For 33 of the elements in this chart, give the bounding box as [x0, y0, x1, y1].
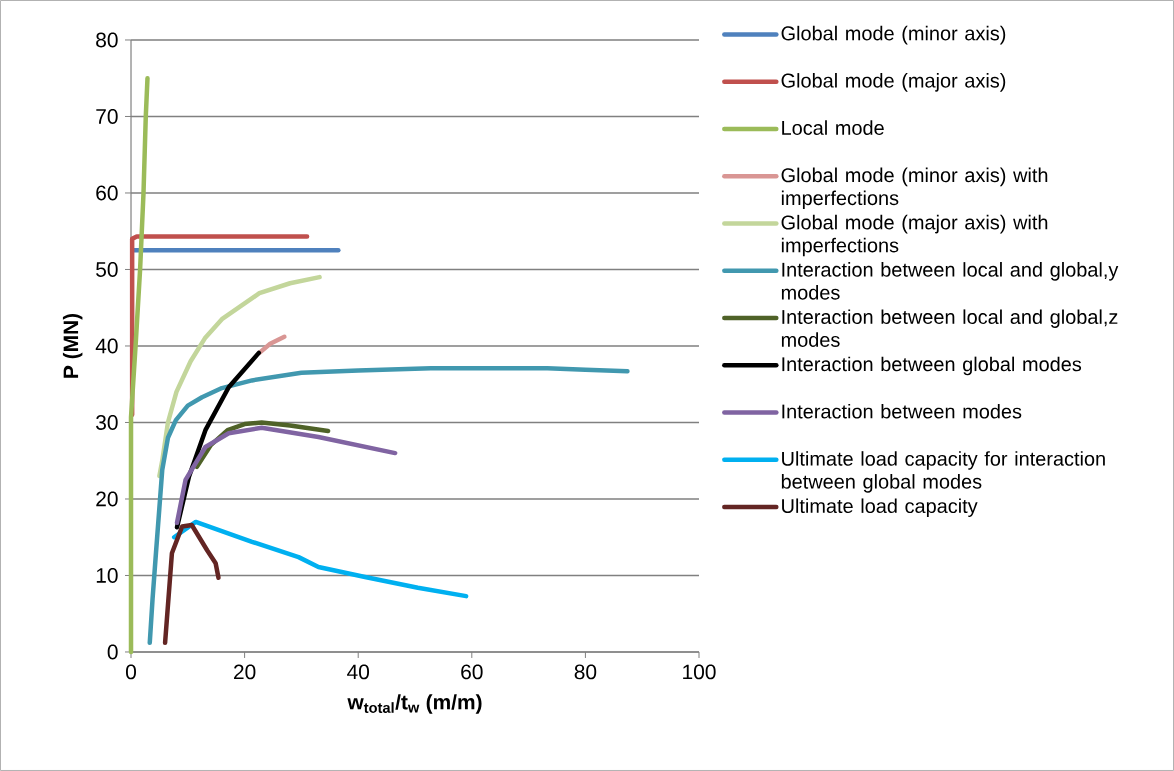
line-series — [174, 425, 398, 525]
line-series — [162, 522, 221, 646]
legend-label: Ultimate load capacity for interaction between global modes — [781, 451, 1105, 493]
legend-label: Global mode (minor axis) with imperfections — [781, 167, 1048, 210]
y-axis-title: P (MN) — [62, 313, 83, 378]
x-tick-label: 20 — [234, 664, 256, 680]
y-tick-label: 70 — [96, 109, 118, 124]
line-series — [147, 365, 630, 646]
y-tick-label: 60 — [96, 185, 118, 201]
legend-label: Global mode (major axis) with imperfections — [781, 214, 1048, 257]
y-tick-label: 10 — [96, 568, 118, 583]
legend-label: Interaction between local and global,z modes — [781, 309, 1118, 347]
x-tick-label: 0 — [126, 664, 136, 680]
legend-label: Interaction between modes — [782, 403, 1022, 419]
line-series — [128, 75, 150, 655]
line-series — [171, 519, 469, 599]
legend-label: Global mode (major axis) — [781, 73, 1006, 92]
x-tick-label: 100 — [683, 664, 716, 680]
y-tick-label: 40 — [95, 338, 118, 354]
legend-label: Ultimate load capacity — [782, 498, 978, 518]
legend-label: Interaction between local and global,y modes — [781, 262, 1119, 300]
legend-label: Interaction between global modes — [782, 356, 1082, 376]
y-tick-label: 50 — [96, 262, 118, 277]
y-tick-label: 30 — [96, 415, 118, 430]
x-tick-label: 40 — [347, 664, 370, 680]
x-tick-label: 60 — [461, 664, 483, 680]
y-tick-label: 80 — [96, 32, 118, 48]
x-axis-title: w$_{total}$/t$_{w}$ (m/m) — [347, 694, 482, 714]
y-tick-label: 20 — [96, 491, 118, 507]
legend-label: Global mode (minor axis) — [781, 25, 1006, 45]
legend-label: Local mode — [782, 120, 884, 135]
y-tick-label: 0 — [107, 644, 118, 660]
x-tick-label: 80 — [574, 664, 597, 680]
